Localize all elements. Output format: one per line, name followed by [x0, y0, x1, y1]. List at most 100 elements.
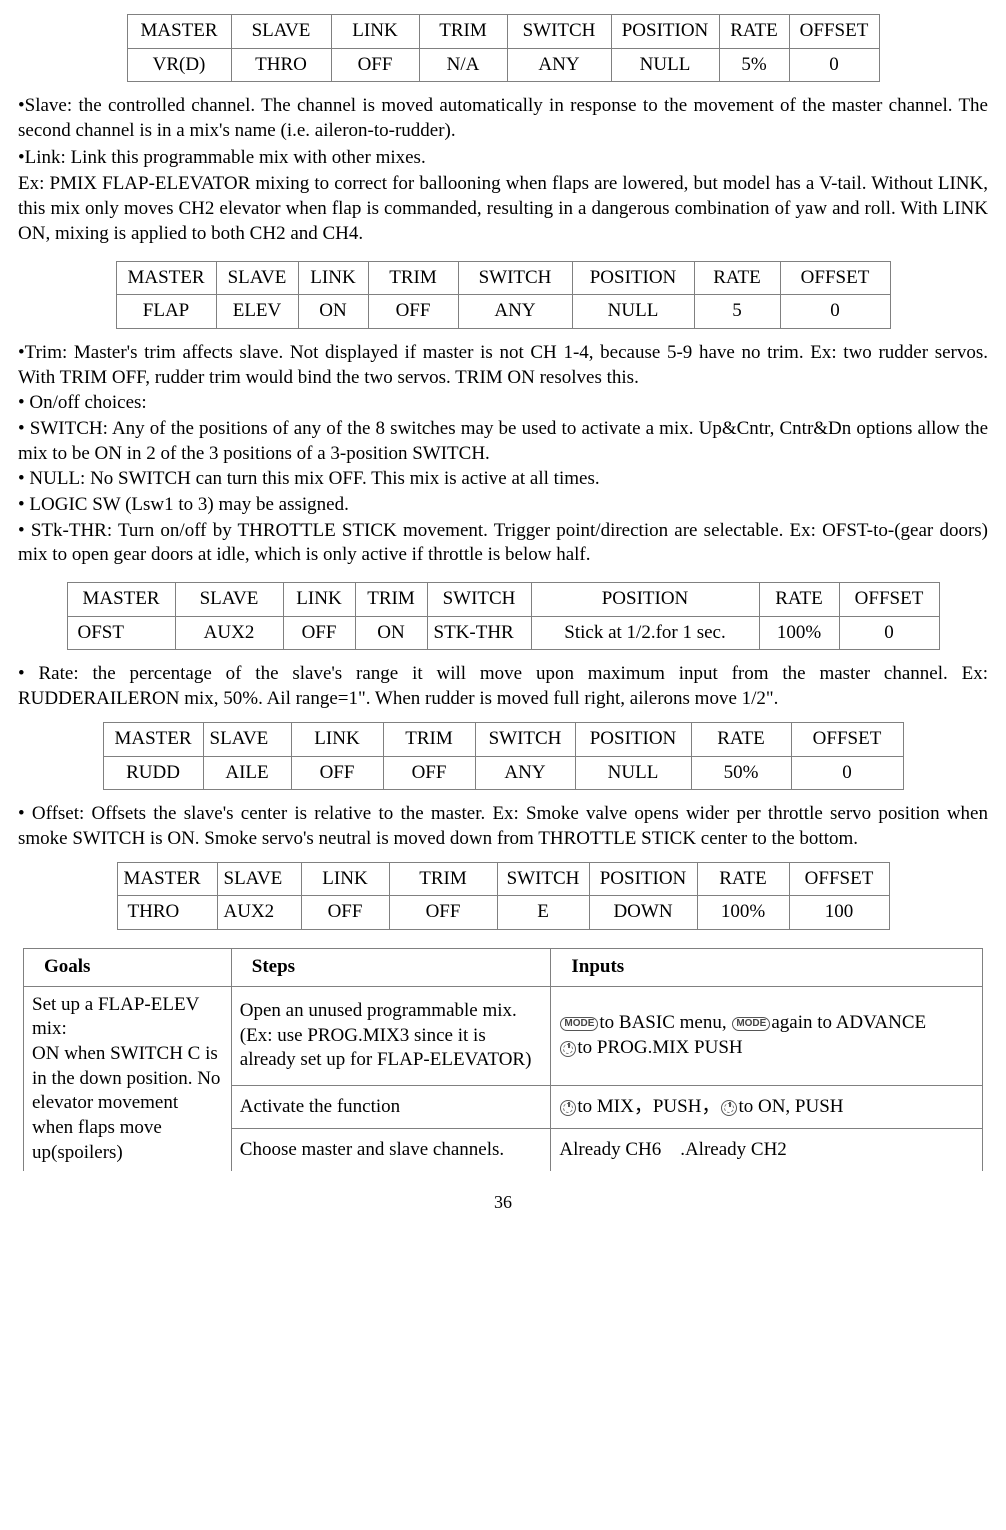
table-row: FLAP ELEV ON OFF ANY NULL 5 0: [116, 295, 890, 329]
cell: OFF: [291, 756, 383, 790]
table-row: MASTER SLAVE LINK TRIM SWITCH POSITION R…: [103, 722, 903, 756]
col-master: MASTER: [67, 583, 175, 617]
input-text: to PROG.MIX PUSH: [577, 1037, 742, 1058]
col-link: LINK: [298, 261, 368, 295]
input-text: to BASIC menu,: [599, 1012, 731, 1033]
mix-table-3: MASTER SLAVE LINK TRIM SWITCH POSITION R…: [67, 582, 940, 650]
cell: OFF: [368, 295, 458, 329]
cell: ELEV: [216, 295, 298, 329]
cell: VR(D): [127, 48, 231, 82]
cell: RUDD: [103, 756, 203, 790]
cell: ANY: [475, 756, 575, 790]
cell: OFF: [331, 48, 419, 82]
dial-icon: [560, 1100, 576, 1116]
cell: E: [497, 896, 589, 930]
cell: 0: [780, 295, 890, 329]
cell: AILE: [203, 756, 291, 790]
cell: ON: [298, 295, 368, 329]
col-master: MASTER: [117, 862, 217, 896]
cell: 100: [789, 896, 889, 930]
table-row: MASTER SLAVE LINK TRIM SWITCH POSITION R…: [116, 261, 890, 295]
input-cell: Already CH6 .Already CH2: [551, 1129, 983, 1172]
col-trim: TRIM: [383, 722, 475, 756]
col-position: POSITION: [575, 722, 691, 756]
table-row: MASTER SLAVE LINK TRIM SWITCH POSITION R…: [117, 862, 889, 896]
cell: DOWN: [589, 896, 697, 930]
col-master: MASTER: [127, 15, 231, 49]
col-link: LINK: [331, 15, 419, 49]
table-row: Set up a FLAP-ELEV mix: ON when SWITCH C…: [24, 986, 983, 1086]
cell: NULL: [572, 295, 694, 329]
mode-button-icon: MODE: [732, 1017, 770, 1031]
table-row: MASTER SLAVE LINK TRIM SWITCH POSITION R…: [67, 583, 939, 617]
col-link: LINK: [291, 722, 383, 756]
cell: OFF: [389, 896, 497, 930]
col-slave: SLAVE: [203, 722, 291, 756]
paragraph-switch: • SWITCH: Any of the positions of any of…: [18, 417, 988, 466]
col-rate: RATE: [759, 583, 839, 617]
input-cell: MODEto BASIC menu, MODEagain to ADVANCE …: [551, 986, 983, 1086]
cell: THRO: [231, 48, 331, 82]
col-slave: SLAVE: [231, 15, 331, 49]
col-trim: TRIM: [355, 583, 427, 617]
col-position: POSITION: [611, 15, 719, 49]
step-cell: Choose master and slave channels.: [231, 1129, 551, 1172]
col-rate: RATE: [691, 722, 791, 756]
col-slave: SLAVE: [175, 583, 283, 617]
cell: STK-THR: [427, 616, 531, 650]
cell: ANY: [507, 48, 611, 82]
cell: 0: [839, 616, 939, 650]
table-row: OFST AUX2 OFF ON STK-THR Stick at 1/2.fo…: [67, 616, 939, 650]
cell: NULL: [575, 756, 691, 790]
col-master: MASTER: [103, 722, 203, 756]
cell: 0: [789, 48, 879, 82]
col-position: POSITION: [531, 583, 759, 617]
col-offset: OFFSET: [780, 261, 890, 295]
col-inputs: Inputs: [551, 948, 983, 986]
mix-table-1: MASTER SLAVE LINK TRIM SWITCH POSITION R…: [127, 14, 880, 82]
paragraph-link: •Link: Link this programmable mix with o…: [18, 146, 988, 171]
cell: THRO: [117, 896, 217, 930]
cell: Stick at 1/2.for 1 sec.: [531, 616, 759, 650]
col-switch: SWITCH: [475, 722, 575, 756]
input-text: again to ADVANCE: [771, 1012, 926, 1033]
table-row: THRO AUX2 OFF OFF E DOWN 100% 100: [117, 896, 889, 930]
cell: ON: [355, 616, 427, 650]
col-slave: SLAVE: [217, 862, 301, 896]
cell: FLAP: [116, 295, 216, 329]
col-master: MASTER: [116, 261, 216, 295]
cell: AUX2: [175, 616, 283, 650]
cell: 0: [791, 756, 903, 790]
paragraph-trim: •Trim: Master's trim affects slave. Not …: [18, 341, 988, 390]
col-offset: OFFSET: [791, 722, 903, 756]
table-row: VR(D) THRO OFF N/A ANY NULL 5% 0: [127, 48, 879, 82]
cell: OFF: [383, 756, 475, 790]
col-rate: RATE: [719, 15, 789, 49]
table-row: Goals Steps Inputs: [24, 948, 983, 986]
paragraph-slave: •Slave: the controlled channel. The chan…: [18, 94, 988, 143]
col-position: POSITION: [572, 261, 694, 295]
paragraph-stkthr: • STk-THR: Turn on/off by THROTTLE STICK…: [18, 519, 988, 568]
paragraph-logicsw: • LOGIC SW (Lsw1 to 3) may be assigned.: [18, 493, 988, 518]
paragraph-onoff: • On/off choices:: [18, 391, 988, 416]
col-trim: TRIM: [419, 15, 507, 49]
dial-icon: [721, 1100, 737, 1116]
cell: 5%: [719, 48, 789, 82]
mix-table-2: MASTER SLAVE LINK TRIM SWITCH POSITION R…: [116, 261, 891, 329]
col-switch: SWITCH: [427, 583, 531, 617]
col-switch: SWITCH: [507, 15, 611, 49]
col-offset: OFFSET: [789, 862, 889, 896]
cell: 100%: [759, 616, 839, 650]
paragraph-rate: • Rate: the percentage of the slave's ra…: [18, 662, 988, 711]
paragraph-link-example: Ex: PMIX FLAP-ELEVATOR mixing to correct…: [18, 172, 988, 246]
table-row: MASTER SLAVE LINK TRIM SWITCH POSITION R…: [127, 15, 879, 49]
col-offset: OFFSET: [789, 15, 879, 49]
input-text: to MIX，PUSH，: [577, 1096, 720, 1117]
col-position: POSITION: [589, 862, 697, 896]
cell: AUX2: [217, 896, 301, 930]
col-offset: OFFSET: [839, 583, 939, 617]
cell: OFF: [283, 616, 355, 650]
cell: OFF: [301, 896, 389, 930]
cell: OFST: [67, 616, 175, 650]
cell: NULL: [611, 48, 719, 82]
